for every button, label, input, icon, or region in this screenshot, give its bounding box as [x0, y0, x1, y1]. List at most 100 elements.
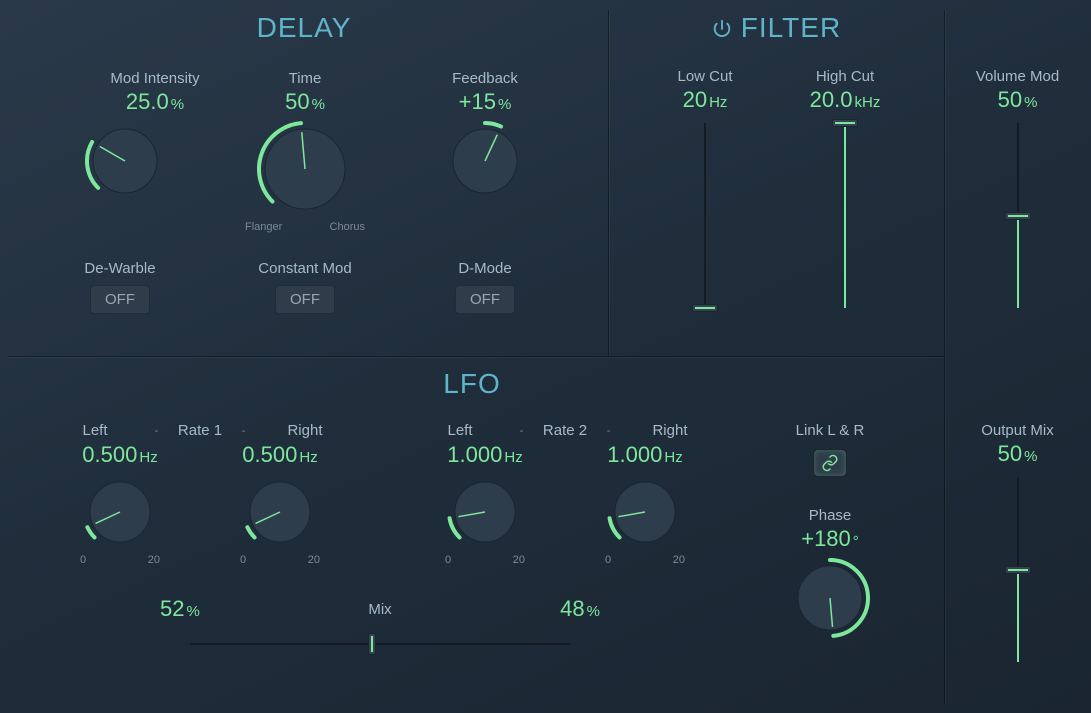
link-group: Link L & R Phase +180°: [770, 422, 890, 638]
volume-mod-group: Volume Mod 50%: [955, 68, 1080, 308]
volume-mod-slider[interactable]: [1003, 123, 1033, 308]
volume-mod-unit: %: [1024, 94, 1037, 111]
rate1-header: Left - Rate 1 - Right: [55, 422, 345, 439]
phase-label: Phase: [809, 507, 852, 524]
rate1-right-max: 20: [308, 554, 320, 566]
rate1-left-knob[interactable]: [82, 474, 158, 550]
rate2-group-label: Rate 2: [543, 422, 587, 439]
rate1-dash-r: -: [242, 425, 246, 437]
feedback-unit: %: [498, 96, 511, 113]
high-cut-group: High Cut 20.0kHz: [780, 68, 910, 308]
rate1-left-label: Left: [55, 422, 135, 439]
feedback-label: Feedback: [452, 70, 518, 87]
rate1-right-value-num: 0.500: [242, 442, 297, 467]
rate2-right-label: Right: [630, 422, 710, 439]
dmode-toggle[interactable]: OFF: [455, 285, 515, 314]
rate2-dash-r: -: [607, 425, 611, 437]
lfo-mix-slider[interactable]: [190, 634, 570, 654]
dewarble-toggle[interactable]: OFF: [90, 285, 150, 314]
dewarble-label: De-Warble: [84, 260, 155, 277]
lfo-mix-right-num: 48: [560, 596, 584, 621]
high-cut-slider[interactable]: [830, 123, 860, 308]
rate1-left-max: 20: [148, 554, 160, 566]
time-value: 50%: [285, 89, 325, 115]
low-cut-value-num: 20: [683, 87, 707, 112]
rate2-left-group: 1.000Hz 0 20: [425, 442, 545, 566]
rate2-left-value-num: 1.000: [447, 442, 502, 467]
filter-power-icon[interactable]: [711, 15, 733, 47]
rate2-right-knob[interactable]: [607, 474, 683, 550]
lfo-mix-right-unit: %: [587, 603, 600, 620]
high-cut-value-num: 20.0: [810, 87, 853, 112]
dmode-group: D-Mode OFF: [420, 260, 550, 314]
volume-mod-value: 50%: [998, 87, 1038, 113]
dewarble-group: De-Warble OFF: [55, 260, 185, 314]
rate2-right-value-num: 1.000: [607, 442, 662, 467]
mod-intensity-value: 25.0%: [126, 89, 184, 115]
mod-intensity-knob[interactable]: [85, 121, 165, 201]
time-group: Time 50% Flanger Chorus: [225, 70, 385, 233]
high-cut-value: 20.0kHz: [810, 87, 881, 113]
dmode-label: D-Mode: [458, 260, 511, 277]
delay-title: DELAY: [0, 12, 608, 44]
rate2-dash-l: -: [520, 425, 524, 437]
rate1-left-min: 0: [80, 554, 86, 566]
phase-unit: °: [853, 533, 859, 550]
rate2-left-unit: Hz: [504, 449, 522, 466]
rate2-right-value: 1.000Hz: [607, 442, 682, 468]
lfo-mix-right-value: 48%: [520, 596, 600, 622]
low-cut-label: Low Cut: [677, 68, 732, 85]
rate2-left-min: 0: [445, 554, 451, 566]
divider-delay-filter: [608, 10, 609, 355]
rate1-dash-l: -: [155, 425, 159, 437]
rate2-right-min: 0: [605, 554, 611, 566]
time-value-num: 50: [285, 89, 309, 114]
phase-value-num: +180: [801, 526, 851, 551]
mod-intensity-value-num: 25.0: [126, 89, 169, 114]
rate1-right-unit: Hz: [299, 449, 317, 466]
lfo-title: LFO: [0, 368, 944, 400]
high-cut-label: High Cut: [816, 68, 874, 85]
rate1-left-value-num: 0.500: [82, 442, 137, 467]
rate1-left-group: 0.500Hz 0 20: [60, 442, 180, 566]
output-mix-slider[interactable]: [1003, 477, 1033, 662]
filter-title: FILTER: [608, 12, 944, 47]
output-mix-value: 50%: [998, 441, 1038, 467]
rate2-left-value: 1.000Hz: [447, 442, 522, 468]
rate2-left-knob[interactable]: [447, 474, 523, 550]
volume-mod-label: Volume Mod: [976, 68, 1059, 85]
feedback-value: +15%: [459, 89, 512, 115]
time-label: Time: [289, 70, 322, 87]
rate1-left-value: 0.500Hz: [82, 442, 157, 468]
rate1-group-label: Rate 1: [178, 422, 222, 439]
feedback-group: Feedback +15%: [420, 70, 550, 201]
rate2-right-max: 20: [673, 554, 685, 566]
constant-mod-toggle[interactable]: OFF: [275, 285, 335, 314]
output-mix-label: Output Mix: [981, 422, 1054, 439]
link-label: Link L & R: [796, 422, 865, 439]
rate1-left-unit: Hz: [139, 449, 157, 466]
rate1-right-knob[interactable]: [242, 474, 318, 550]
rate2-left-max: 20: [513, 554, 525, 566]
low-cut-slider[interactable]: [690, 123, 720, 308]
rate1-right-min: 0: [240, 554, 246, 566]
link-toggle[interactable]: [813, 449, 847, 477]
output-mix-group: Output Mix 50%: [955, 422, 1080, 662]
low-cut-group: Low Cut 20Hz: [640, 68, 770, 308]
link-icon: [821, 454, 839, 472]
high-cut-unit: kHz: [854, 94, 880, 111]
filter-title-text: FILTER: [741, 12, 841, 43]
low-cut-unit: Hz: [709, 94, 727, 111]
constant-mod-group: Constant Mod OFF: [230, 260, 380, 314]
rate2-right-unit: Hz: [664, 449, 682, 466]
rate2-right-group: 1.000Hz 0 20: [585, 442, 705, 566]
mod-intensity-unit: %: [171, 96, 184, 113]
mod-intensity-group: Mod Intensity 25.0%: [70, 70, 240, 201]
time-knob[interactable]: [257, 121, 353, 217]
time-unit: %: [312, 96, 325, 113]
lfo-mix-left-unit: %: [186, 603, 199, 620]
feedback-knob[interactable]: [445, 121, 525, 201]
phase-knob[interactable]: [790, 558, 870, 638]
lfo-mix-label: Mix: [368, 601, 391, 618]
volume-mod-value-num: 50: [998, 87, 1022, 112]
